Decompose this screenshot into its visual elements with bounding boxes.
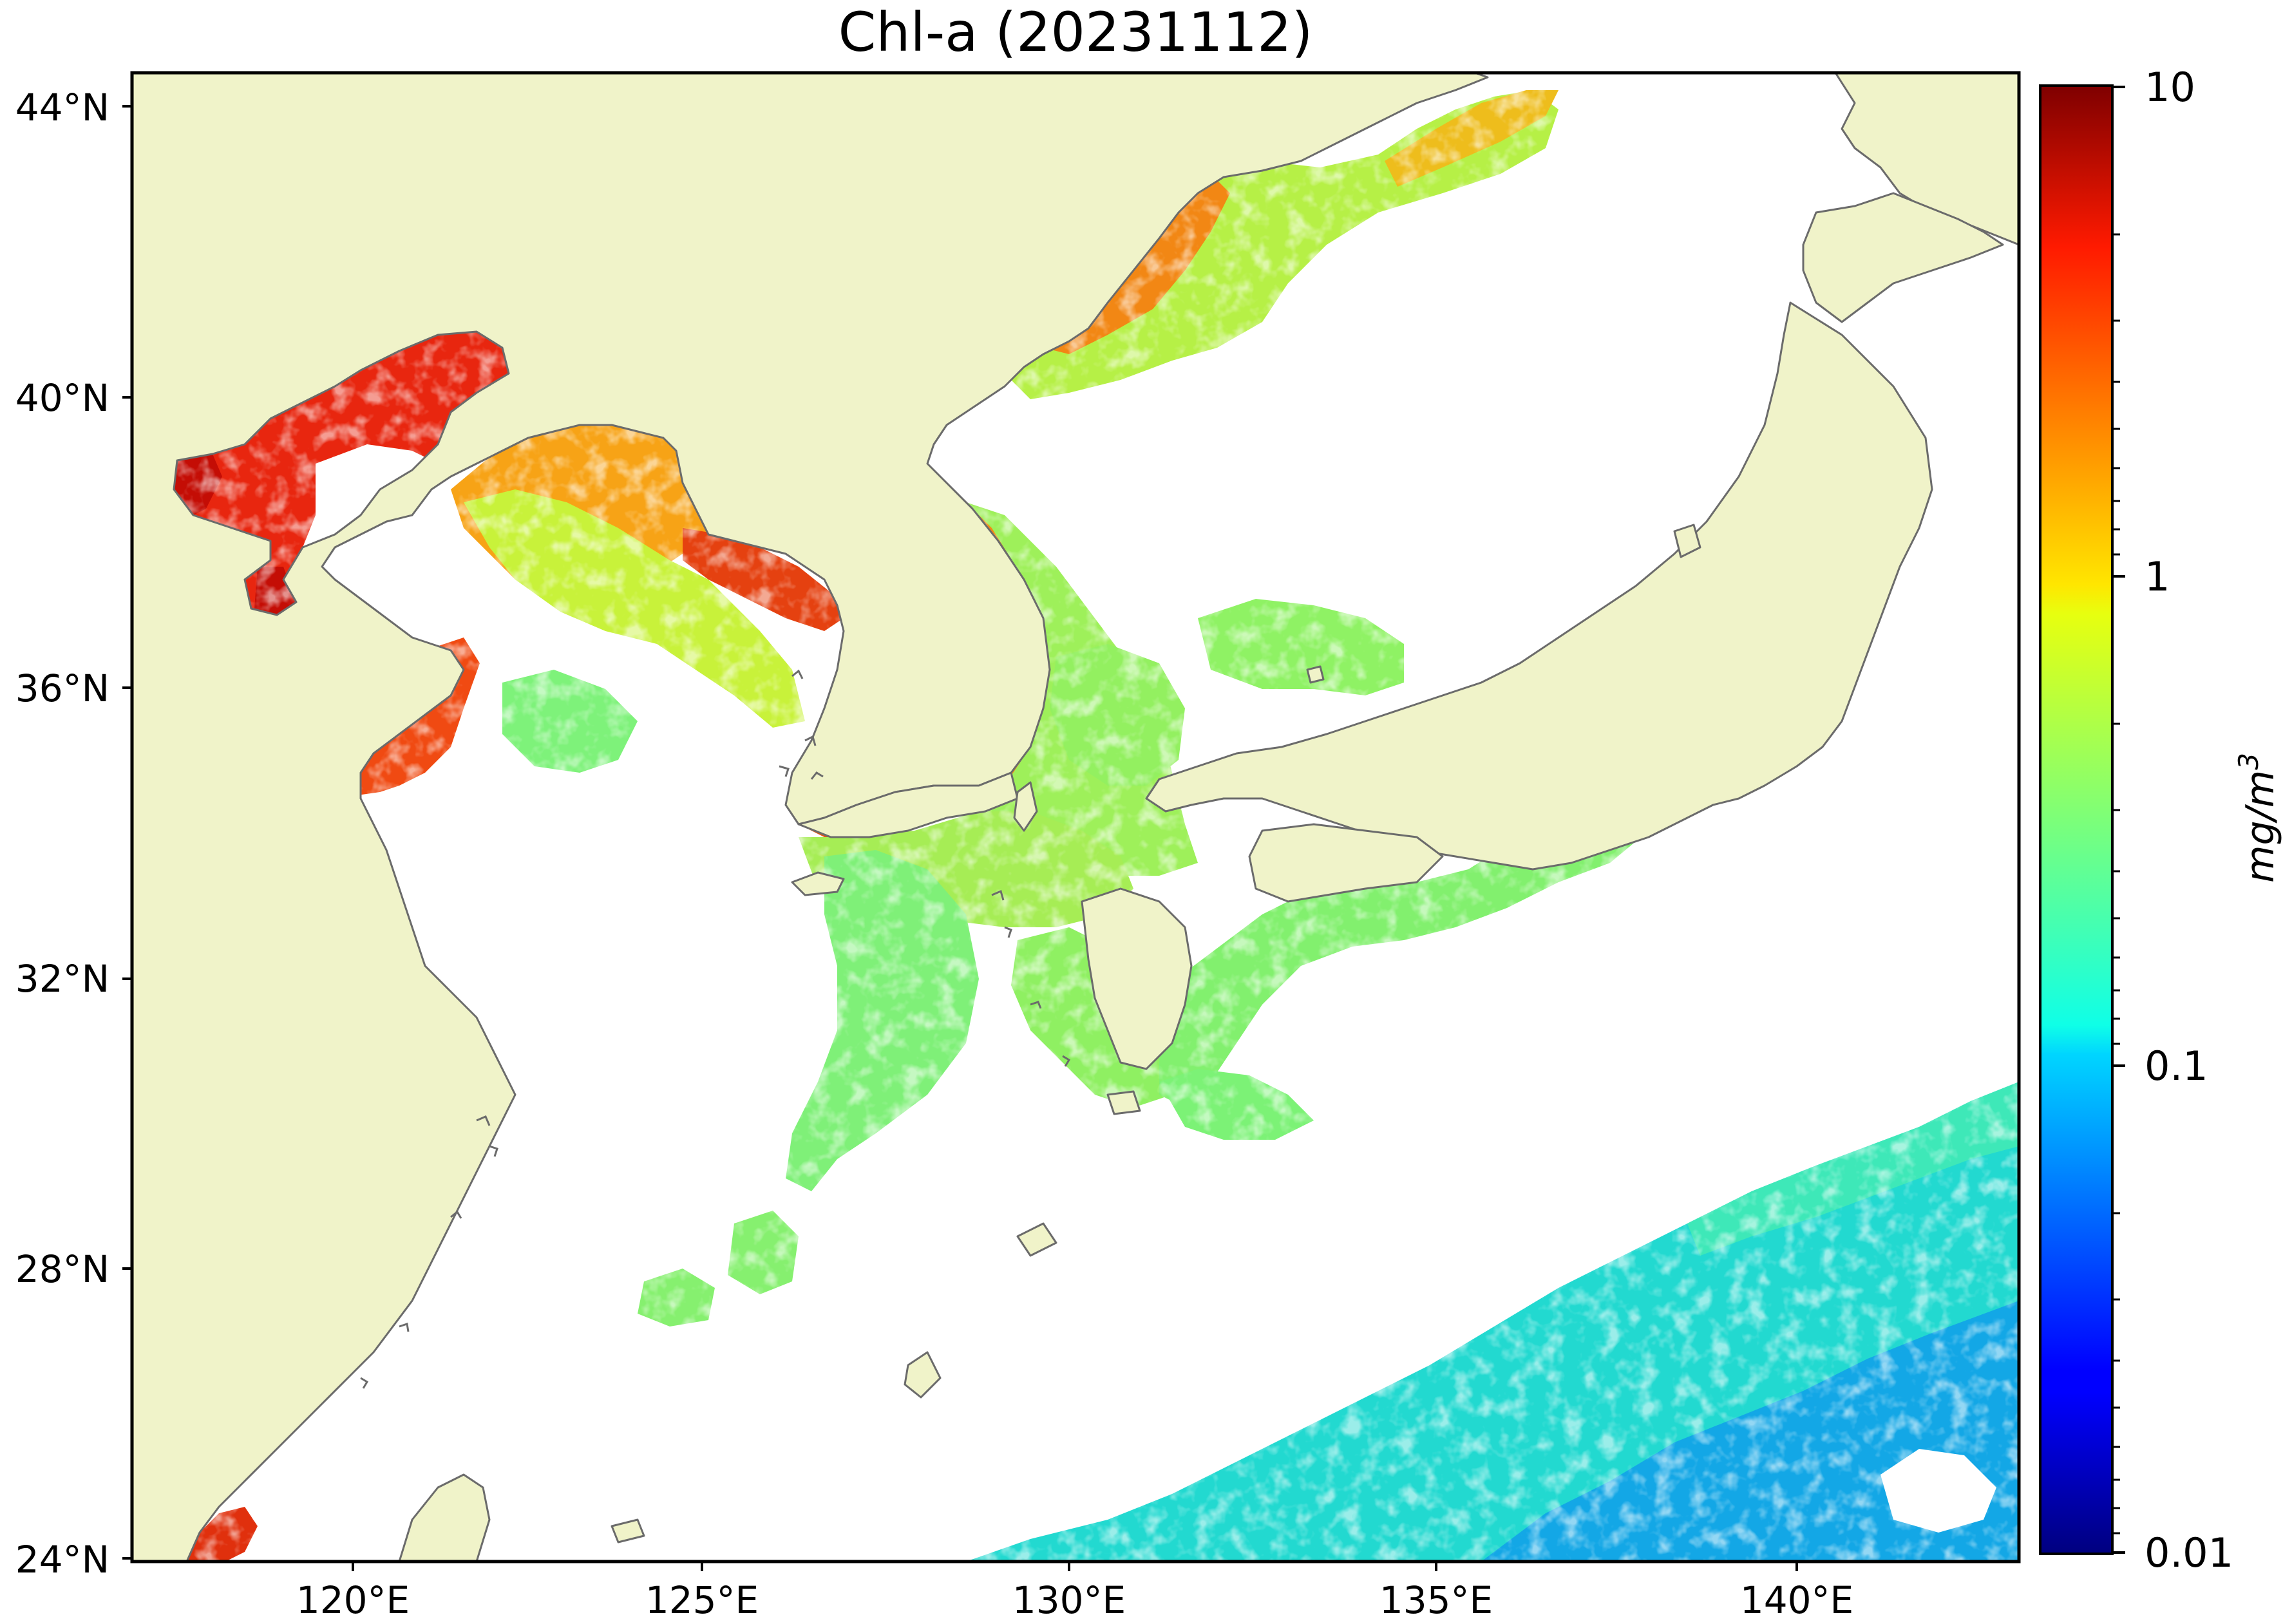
map-title: Chl-a (20231112) [838, 1, 1313, 64]
taiwan [398, 1473, 491, 1562]
sado-island [1673, 524, 1701, 558]
lon-label-140: 140°E [1740, 1578, 1853, 1622]
hokkaido [1802, 192, 2004, 323]
lat-label-28: 28°N [15, 1247, 109, 1291]
colorbar-gradient [2039, 84, 2114, 1555]
korea-peninsula-south [797, 771, 1019, 838]
latitude-axis [122, 105, 132, 1560]
unit-base: mg/m [2238, 770, 2283, 883]
colorbar-ticks [2112, 86, 2125, 1554]
china-coast-islands [360, 1115, 498, 1389]
yakushima-island [1106, 1090, 1141, 1115]
lon-label-130: 130°E [1012, 1578, 1126, 1622]
colorbar-minor-ticks [2112, 233, 2120, 1534]
colorbar-tick-0.01: 0.01 [2145, 1529, 2233, 1576]
okinawa-island [904, 1351, 942, 1399]
lon-label-120: 120°E [296, 1578, 410, 1622]
shikoku [1248, 823, 1444, 903]
tsushima-island [1013, 781, 1038, 832]
lon-label-135: 135°E [1379, 1578, 1493, 1622]
amami-island [1016, 1222, 1057, 1257]
oki-islands [1306, 665, 1325, 684]
map-frame [130, 71, 2021, 1563]
kyushu-west-islands [991, 889, 1071, 1067]
longitude-axis [352, 1562, 1798, 1571]
lat-label-24: 24°N [15, 1538, 109, 1582]
lat-label-44: 44°N [15, 86, 109, 129]
korea-west-islands [779, 669, 824, 780]
honshu [1145, 301, 1933, 871]
sakhalin-hokkaido-region [1834, 73, 2019, 246]
china-mainland [132, 73, 1489, 1562]
map-area [132, 73, 2019, 1562]
colorbar-tick-1: 1 [2145, 553, 2170, 600]
land-layer [132, 73, 2019, 1562]
lat-label-32: 32°N [15, 957, 109, 1001]
lon-label-125: 125°E [645, 1578, 759, 1622]
jeju-island [791, 871, 845, 896]
colorbar: 10 1 0.1 0.01 mg/m3 [2039, 64, 2283, 1576]
lat-label-40: 40°N [15, 376, 109, 420]
colorbar-tick-0.1: 0.1 [2145, 1043, 2208, 1090]
colorbar-unit-label: mg/m3 [2233, 753, 2283, 883]
colorbar-tick-10: 10 [2145, 64, 2195, 111]
unit-exponent: 3 [2233, 753, 2264, 770]
lat-label-36: 36°N [15, 666, 109, 710]
kyushu [1081, 887, 1193, 1070]
ryukyu-southwest [611, 1518, 645, 1544]
coastline-details [360, 669, 1071, 1389]
